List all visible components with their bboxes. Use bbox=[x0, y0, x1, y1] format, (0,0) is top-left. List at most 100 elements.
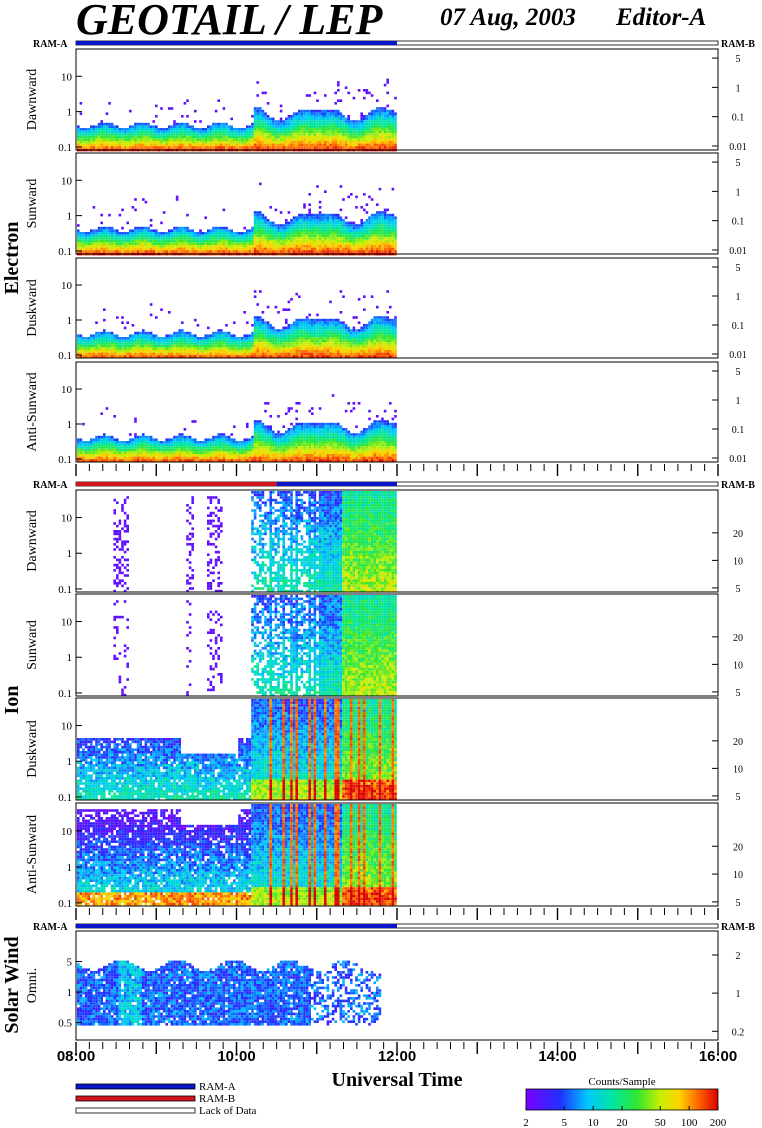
spectrogram-cell bbox=[160, 131, 163, 134]
spectrogram-cell bbox=[233, 133, 236, 136]
spectrogram-cell bbox=[314, 237, 317, 240]
spectrogram-cell bbox=[368, 196, 371, 199]
spectrogram-cell bbox=[350, 232, 353, 235]
spectrogram-cell bbox=[342, 355, 345, 358]
spectrogram-cell bbox=[267, 136, 270, 139]
spectrogram-cell bbox=[163, 454, 166, 457]
spectrogram-cell bbox=[306, 123, 309, 126]
spectrogram-cell bbox=[189, 136, 192, 139]
spectrogram-cell bbox=[342, 332, 345, 335]
spectrogram-cell bbox=[129, 438, 132, 441]
spectrogram-cell bbox=[350, 245, 353, 248]
spectrogram-cell bbox=[345, 128, 348, 131]
spectrogram-cell bbox=[264, 334, 267, 337]
spectrogram-cell bbox=[158, 131, 161, 134]
spectrogram-cell bbox=[360, 355, 363, 358]
spectrogram-cell bbox=[124, 459, 127, 462]
spectrogram-cell bbox=[181, 136, 184, 139]
spectrogram-cell bbox=[119, 131, 122, 134]
spectrogram-cell bbox=[353, 337, 356, 340]
spectrogram-cell bbox=[90, 141, 93, 144]
spectrogram-cell bbox=[176, 227, 179, 230]
spectrogram-cell bbox=[327, 321, 330, 324]
spectrogram-cell bbox=[139, 446, 142, 449]
spectrogram-cell bbox=[98, 454, 101, 457]
spectrogram-cell bbox=[280, 232, 283, 235]
spectrogram-cell bbox=[353, 327, 356, 330]
spectrogram-cell bbox=[363, 237, 366, 240]
spectrogram-cell bbox=[379, 232, 382, 235]
spectrogram-cell bbox=[314, 340, 317, 343]
spectrogram-cell bbox=[111, 446, 114, 449]
spectrogram-cell bbox=[173, 237, 176, 240]
spectrogram-cell bbox=[288, 308, 291, 311]
spectrogram-cell bbox=[293, 144, 296, 147]
spectrogram-cell bbox=[324, 245, 327, 248]
spectrogram-cell bbox=[100, 345, 103, 348]
spectrogram-cell bbox=[392, 229, 395, 232]
spectrogram-cell bbox=[150, 457, 153, 460]
spectrogram-cell bbox=[280, 136, 283, 139]
spectrogram-cell bbox=[165, 245, 168, 248]
spectrogram-cell bbox=[77, 347, 80, 350]
spectrogram-cell bbox=[98, 353, 101, 356]
spectrogram-cell bbox=[306, 345, 309, 348]
spectrogram-cell bbox=[223, 125, 226, 128]
spectrogram-cell bbox=[98, 240, 101, 243]
spectrogram-cell bbox=[129, 449, 132, 452]
spectrogram-cell bbox=[228, 353, 231, 356]
spectrogram-cell bbox=[134, 350, 137, 353]
spectrogram-cell bbox=[80, 446, 83, 449]
spectrogram-cell bbox=[158, 347, 161, 350]
spectrogram-cell bbox=[371, 342, 374, 345]
spectrogram-cell bbox=[165, 342, 168, 345]
spectrogram-cell bbox=[241, 353, 244, 356]
spectrogram-cell bbox=[100, 136, 103, 139]
spectrogram-cell bbox=[340, 133, 343, 136]
spectrogram-cell bbox=[363, 97, 366, 100]
spectrogram-cell bbox=[137, 334, 140, 337]
spectrogram-cell bbox=[262, 125, 265, 128]
spectrogram-cell bbox=[327, 131, 330, 134]
spectrogram-cell bbox=[254, 350, 257, 353]
spectrogram-cell bbox=[329, 334, 332, 337]
spectrogram-cell bbox=[319, 136, 322, 139]
spectrogram-cell bbox=[145, 235, 148, 238]
spectrogram-cell bbox=[238, 250, 241, 253]
spectrogram-cell bbox=[223, 350, 226, 353]
spectrogram-cell bbox=[269, 353, 272, 356]
spectrogram-cell bbox=[210, 229, 213, 232]
spectrogram-cell bbox=[230, 141, 233, 144]
spectrogram-cell bbox=[111, 449, 114, 452]
spectrogram-cell bbox=[376, 329, 379, 332]
spectrogram-cell bbox=[353, 146, 356, 149]
spectrogram-cell bbox=[347, 245, 350, 248]
spectrogram-cell bbox=[368, 345, 371, 348]
spectrogram-cell bbox=[147, 332, 150, 335]
spectrogram-cell bbox=[319, 118, 322, 121]
spectrogram-cell bbox=[236, 141, 239, 144]
left-tick-label: 0.1 bbox=[58, 142, 72, 154]
spectrogram-cell bbox=[389, 229, 392, 232]
spectrogram-cell bbox=[282, 350, 285, 353]
spectrogram-cell bbox=[194, 245, 197, 248]
spectrogram-cell bbox=[134, 457, 137, 460]
spectrogram-cell bbox=[314, 229, 317, 232]
spectrogram-cell bbox=[217, 237, 220, 240]
spectrogram-cell bbox=[316, 334, 319, 337]
spectrogram-cell bbox=[251, 250, 254, 253]
spectrogram-cell bbox=[358, 337, 361, 340]
spectrogram-cell bbox=[108, 446, 111, 449]
spectrogram-cell bbox=[225, 237, 228, 240]
spectrogram-cell bbox=[152, 334, 155, 337]
spectrogram-cell bbox=[288, 120, 291, 123]
spectrogram-cell bbox=[386, 229, 389, 232]
spectrogram-cell bbox=[360, 227, 363, 230]
spectrogram-cell bbox=[381, 224, 384, 227]
spectrogram-cell bbox=[202, 235, 205, 238]
spectrogram-cell bbox=[298, 235, 301, 238]
spectrogram-cell bbox=[267, 345, 270, 348]
spectrogram-cell bbox=[173, 332, 176, 335]
spectrogram-cell bbox=[259, 125, 262, 128]
spectrogram-cell bbox=[277, 133, 280, 136]
